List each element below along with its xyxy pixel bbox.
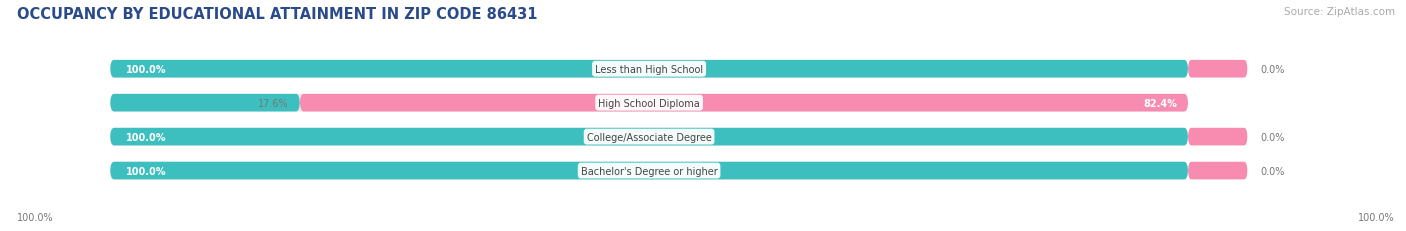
Text: 82.4%: 82.4%: [1143, 98, 1177, 108]
FancyBboxPatch shape: [1188, 61, 1247, 78]
FancyBboxPatch shape: [110, 128, 1188, 146]
Text: Source: ZipAtlas.com: Source: ZipAtlas.com: [1284, 7, 1395, 17]
FancyBboxPatch shape: [1188, 128, 1247, 146]
FancyBboxPatch shape: [110, 61, 1188, 78]
Text: 0.0%: 0.0%: [1260, 166, 1285, 176]
FancyBboxPatch shape: [110, 162, 1188, 180]
Text: 17.6%: 17.6%: [259, 98, 290, 108]
Text: Less than High School: Less than High School: [595, 64, 703, 74]
Text: Bachelor's Degree or higher: Bachelor's Degree or higher: [581, 166, 717, 176]
Text: 0.0%: 0.0%: [1260, 64, 1285, 74]
Text: 100.0%: 100.0%: [17, 212, 53, 222]
FancyBboxPatch shape: [299, 94, 1188, 112]
FancyBboxPatch shape: [110, 162, 1188, 180]
Text: 100.0%: 100.0%: [1358, 212, 1395, 222]
FancyBboxPatch shape: [1188, 162, 1247, 180]
FancyBboxPatch shape: [110, 128, 1188, 146]
FancyBboxPatch shape: [110, 94, 1188, 112]
FancyBboxPatch shape: [110, 94, 299, 112]
Text: 100.0%: 100.0%: [127, 132, 167, 142]
FancyBboxPatch shape: [110, 61, 1188, 78]
Text: 100.0%: 100.0%: [127, 64, 167, 74]
Text: High School Diploma: High School Diploma: [598, 98, 700, 108]
Text: 100.0%: 100.0%: [127, 166, 167, 176]
Text: OCCUPANCY BY EDUCATIONAL ATTAINMENT IN ZIP CODE 86431: OCCUPANCY BY EDUCATIONAL ATTAINMENT IN Z…: [17, 7, 537, 22]
Text: College/Associate Degree: College/Associate Degree: [586, 132, 711, 142]
Text: 0.0%: 0.0%: [1260, 132, 1285, 142]
